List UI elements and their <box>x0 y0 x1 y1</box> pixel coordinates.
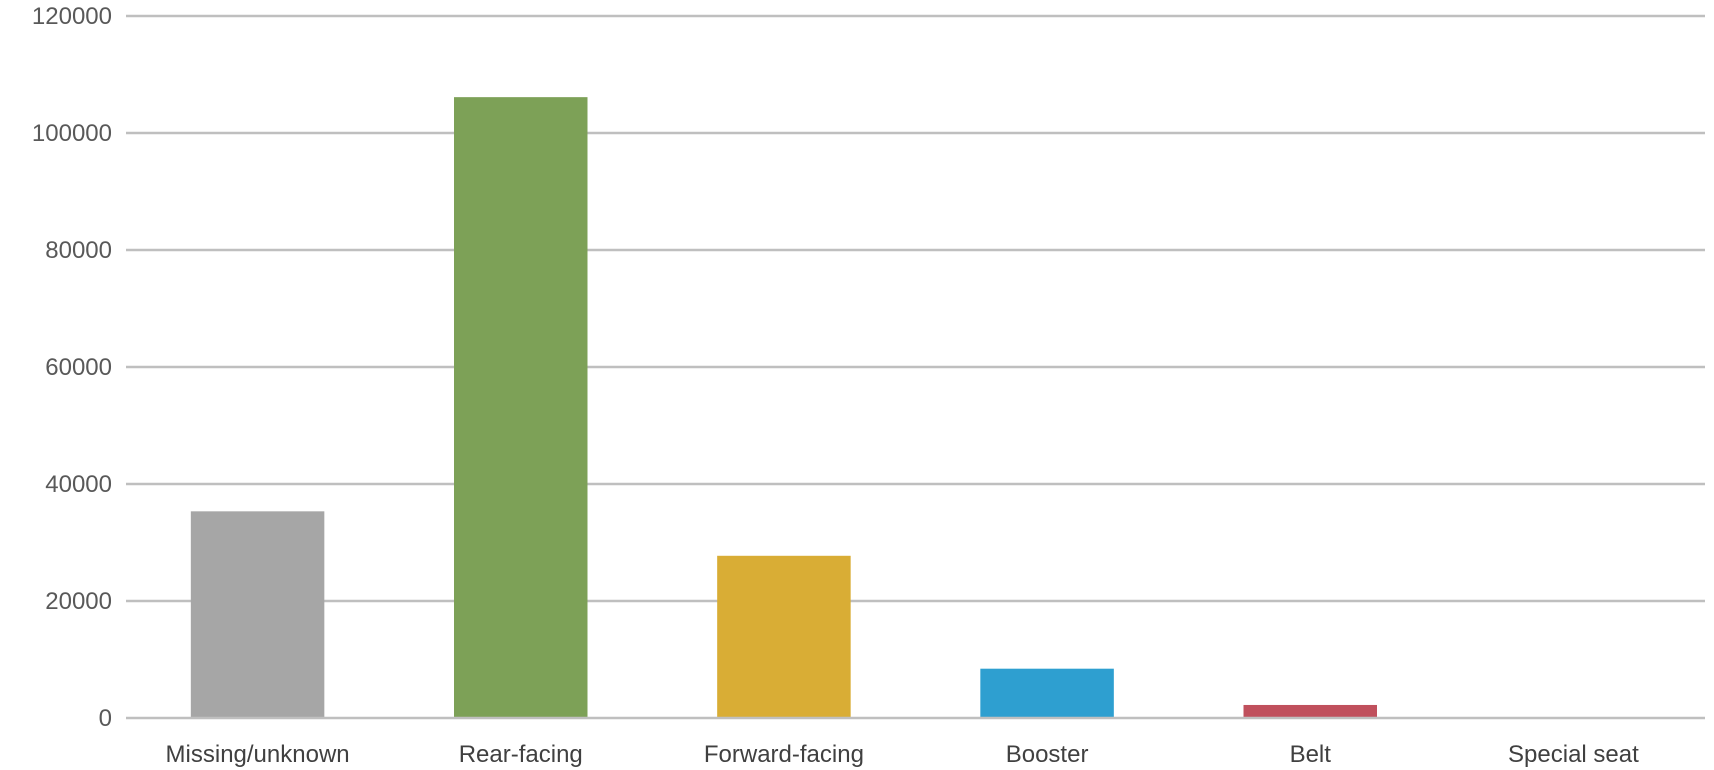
gridlines <box>126 14 1705 603</box>
x-tick-label-rear-facing: Rear-facing <box>459 741 583 768</box>
bar-forward-facing <box>717 555 851 719</box>
y-tick-label-100000: 100000 <box>32 120 112 147</box>
bar-missing-unknown <box>190 511 325 719</box>
x-tick-label-booster: Booster <box>1006 741 1089 768</box>
x-tick-label-forward-facing: Forward-facing <box>704 741 864 768</box>
y-axis-tick-labels: 0 20000 40000 60000 80000 100000 120000 <box>32 3 112 732</box>
bar-rear-facing <box>454 97 588 719</box>
x-tick-label-missing-unknown: Missing/unknown <box>166 741 350 768</box>
x-tick-label-belt: Belt <box>1290 741 1332 768</box>
x-tick-label-special-seat: Special seat <box>1508 741 1639 768</box>
y-tick-label-20000: 20000 <box>45 588 112 615</box>
bar-booster <box>980 668 1114 719</box>
bar-belt <box>1243 704 1377 719</box>
y-tick-label-80000: 80000 <box>45 237 112 264</box>
y-tick-label-120000: 120000 <box>32 3 112 30</box>
y-tick-label-40000: 40000 <box>45 471 112 498</box>
y-tick-label-60000: 60000 <box>45 354 112 381</box>
y-tick-label-0: 0 <box>99 705 112 732</box>
x-axis-category-labels: Missing/unknown Rear-facing Forward-facing… <box>166 741 1640 768</box>
bars <box>190 97 1377 719</box>
